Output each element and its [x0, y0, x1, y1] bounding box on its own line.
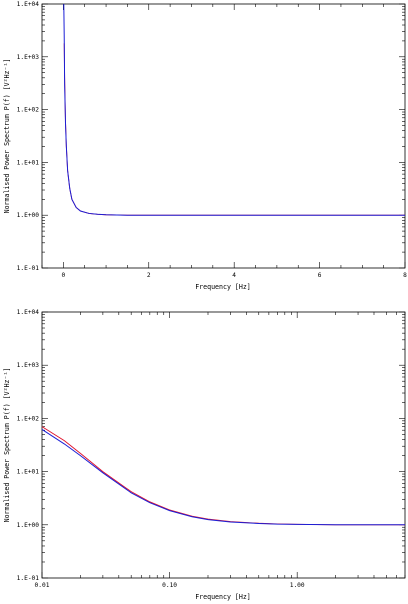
bottom-panel: 1.E-01 1.E+00 1.E+01 1.E+02 1.E+03 1.E+04 0.0…	[3, 309, 406, 601]
top-series-layer	[63, 3, 405, 216]
x-tick-label: 0.10	[162, 582, 177, 589]
top-plot-frame	[41, 3, 406, 269]
y-tick-label: 1.E-01	[17, 575, 40, 582]
y-tick-label: 1.E+00	[17, 522, 40, 529]
y-tick-label: 1.E+03	[17, 54, 40, 61]
y-tick-label: 1.E+01	[17, 469, 40, 476]
x-tick-label: 0	[61, 272, 65, 279]
x-tick-label: 0.01	[35, 582, 50, 589]
top-y-axis-label: Normalised Power Spectrum P(f) [V²Hz⁻¹]	[3, 59, 11, 214]
top-y-ticks: 1.E-01 1.E+00 1.E+01 1.E+02 1.E+03 1.E+04	[17, 1, 405, 272]
bottom-series-model-line	[41, 429, 405, 526]
x-tick-label: 6	[318, 272, 322, 279]
x-tick-label: 4	[232, 272, 236, 279]
x-tick-label: 8	[403, 272, 407, 279]
y-tick-label: 1.E+02	[17, 107, 40, 114]
bottom-y-ticks: 1.E-01 1.E+00 1.E+01 1.E+02 1.E+03 1.E+04	[17, 309, 405, 582]
y-tick-label: 1.E-01	[17, 265, 40, 272]
top-series-model-line	[63, 3, 405, 216]
bottom-x-axis-label: Frequency [Hz]	[195, 593, 251, 601]
top-series-observed-line	[63, 43, 405, 216]
y-tick-label: 1.E+00	[17, 212, 40, 219]
top-panel: 1.E-01 1.E+00 1.E+01 1.E+02 1.E+03 1.E+04 0 2 4…	[3, 1, 407, 291]
bottom-x-ticks: 0.01 0.10 1.00	[35, 312, 406, 589]
y-tick-label: 1.E+04	[17, 309, 40, 316]
y-tick-label: 1.E+03	[17, 362, 40, 369]
bottom-series-observed-line	[41, 426, 405, 526]
bottom-series-layer	[41, 426, 405, 526]
y-tick-label: 1.E+02	[17, 415, 40, 422]
top-x-ticks: 0 2 4 6 8	[41, 4, 407, 279]
y-tick-label: 1.E+01	[17, 159, 40, 166]
bottom-plot-frame	[41, 311, 406, 579]
x-tick-label: 2	[147, 272, 151, 279]
bottom-y-axis-label: Normalised Power Spectrum P(f) [V²Hz⁻¹]	[3, 368, 11, 523]
top-x-axis-label: Frequency [Hz]	[195, 283, 251, 291]
y-tick-label: 1.E+04	[17, 1, 40, 8]
x-tick-label: 1.00	[290, 582, 305, 589]
